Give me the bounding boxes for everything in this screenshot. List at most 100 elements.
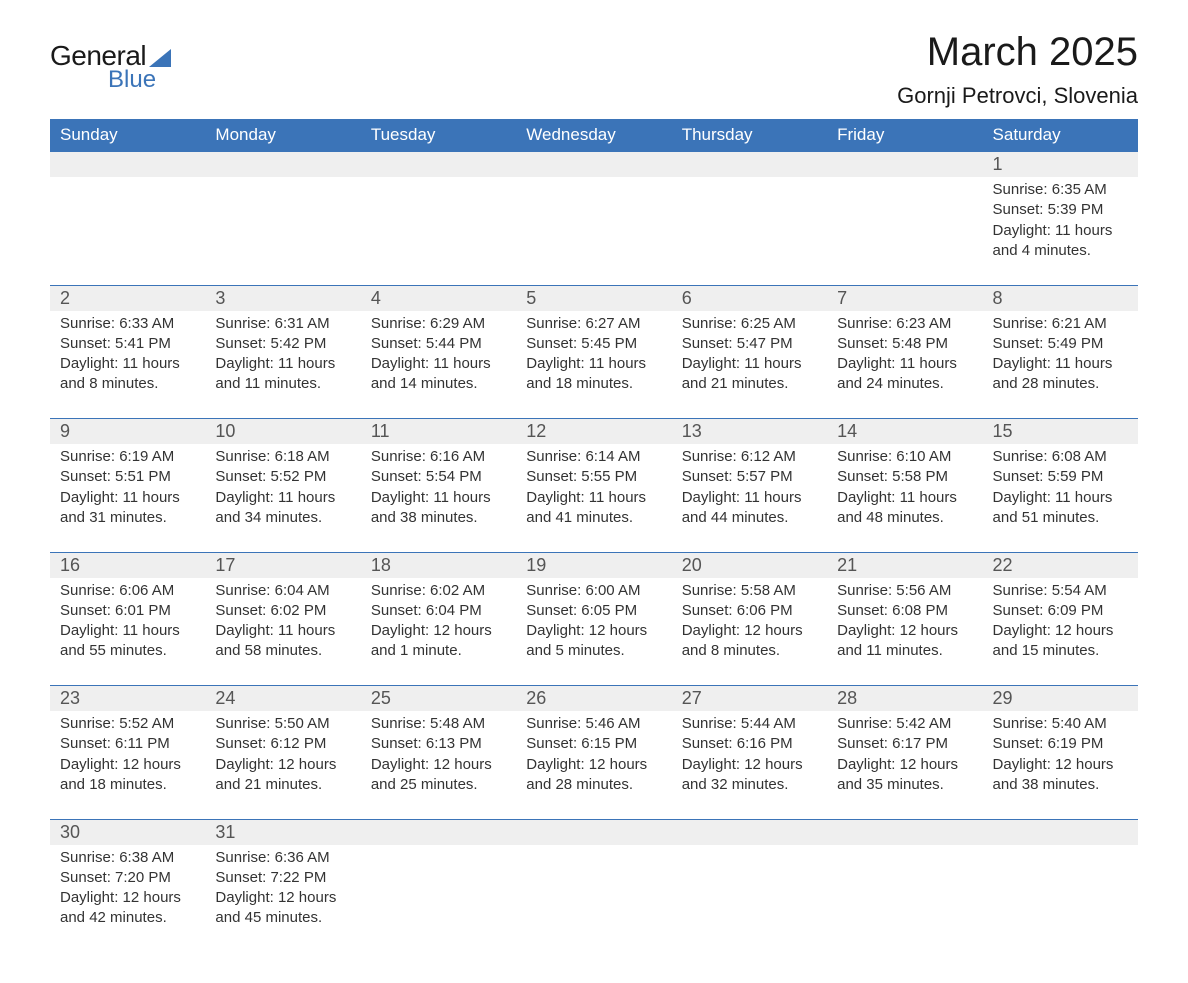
title-location: Gornji Petrovci, Slovenia xyxy=(897,83,1138,109)
day-sr: Sunrise: 5:52 AM xyxy=(60,714,195,734)
day-data: Sunrise: 6:23 AMSunset: 5:48 PMDaylight:… xyxy=(827,311,982,401)
header-row: Sunday Monday Tuesday Wednesday Thursday… xyxy=(50,119,1138,152)
calendar-body: 1Sunrise: 6:35 AMSunset: 5:39 PMDaylight… xyxy=(50,152,1138,953)
day-d1: Daylight: 11 hours xyxy=(526,354,661,374)
day-data: Sunrise: 6:16 AMSunset: 5:54 PMDaylight:… xyxy=(361,444,516,534)
day-d1: Daylight: 12 hours xyxy=(837,755,972,775)
day-ss: Sunset: 5:52 PM xyxy=(215,467,350,487)
daydata-cell xyxy=(361,845,516,953)
day-number: 19 xyxy=(526,555,546,575)
day-number: 20 xyxy=(682,555,702,575)
daynum-cell: 19 xyxy=(516,552,671,578)
daynum-cell xyxy=(983,819,1138,845)
daydata-cell: Sunrise: 6:29 AMSunset: 5:44 PMDaylight:… xyxy=(361,311,516,419)
day-number: 3 xyxy=(215,288,225,308)
daynum-cell: 5 xyxy=(516,285,671,311)
daynum-cell: 31 xyxy=(205,819,360,845)
day-number: 28 xyxy=(837,688,857,708)
day-sr: Sunrise: 5:46 AM xyxy=(526,714,661,734)
daydata-cell: Sunrise: 6:23 AMSunset: 5:48 PMDaylight:… xyxy=(827,311,982,419)
day-sr: Sunrise: 5:54 AM xyxy=(993,581,1128,601)
day-d2: and 4 minutes. xyxy=(993,241,1128,261)
day-d1: Daylight: 11 hours xyxy=(60,354,195,374)
day-sr: Sunrise: 6:29 AM xyxy=(371,314,506,334)
daydata-cell: Sunrise: 5:56 AMSunset: 6:08 PMDaylight:… xyxy=(827,578,982,686)
day-sr: Sunrise: 6:02 AM xyxy=(371,581,506,601)
day-ss: Sunset: 6:05 PM xyxy=(526,601,661,621)
day-sr: Sunrise: 5:48 AM xyxy=(371,714,506,734)
day-ss: Sunset: 5:39 PM xyxy=(993,200,1128,220)
day-d1: Daylight: 11 hours xyxy=(682,354,817,374)
day-data: Sunrise: 6:08 AMSunset: 5:59 PMDaylight:… xyxy=(983,444,1138,534)
day-ss: Sunset: 5:57 PM xyxy=(682,467,817,487)
day-ss: Sunset: 7:22 PM xyxy=(215,868,350,888)
daynum-cell: 16 xyxy=(50,552,205,578)
day-d1: Daylight: 12 hours xyxy=(215,888,350,908)
day-data: Sunrise: 6:25 AMSunset: 5:47 PMDaylight:… xyxy=(672,311,827,401)
day-number: 10 xyxy=(215,421,235,441)
day-d2: and 5 minutes. xyxy=(526,641,661,661)
daynum-cell xyxy=(361,152,516,178)
day-data: Sunrise: 6:00 AMSunset: 6:05 PMDaylight:… xyxy=(516,578,671,668)
daydata-row: Sunrise: 6:38 AMSunset: 7:20 PMDaylight:… xyxy=(50,845,1138,953)
day-number: 16 xyxy=(60,555,80,575)
daydata-cell: Sunrise: 5:50 AMSunset: 6:12 PMDaylight:… xyxy=(205,711,360,819)
daynum-cell xyxy=(516,819,671,845)
daydata-cell: Sunrise: 6:06 AMSunset: 6:01 PMDaylight:… xyxy=(50,578,205,686)
daynum-row: 1 xyxy=(50,152,1138,178)
day-sr: Sunrise: 5:58 AM xyxy=(682,581,817,601)
daydata-cell: Sunrise: 5:40 AMSunset: 6:19 PMDaylight:… xyxy=(983,711,1138,819)
day-number: 1 xyxy=(993,154,1003,174)
daydata-cell xyxy=(827,845,982,953)
day-d2: and 32 minutes. xyxy=(682,775,817,795)
col-tuesday: Tuesday xyxy=(361,119,516,152)
daynum-cell: 4 xyxy=(361,285,516,311)
day-number: 5 xyxy=(526,288,536,308)
day-data: Sunrise: 5:44 AMSunset: 6:16 PMDaylight:… xyxy=(672,711,827,801)
day-sr: Sunrise: 6:23 AM xyxy=(837,314,972,334)
day-data: Sunrise: 5:58 AMSunset: 6:06 PMDaylight:… xyxy=(672,578,827,668)
day-data: Sunrise: 6:18 AMSunset: 5:52 PMDaylight:… xyxy=(205,444,360,534)
day-d2: and 55 minutes. xyxy=(60,641,195,661)
day-d1: Daylight: 12 hours xyxy=(526,755,661,775)
daydata-cell: Sunrise: 5:52 AMSunset: 6:11 PMDaylight:… xyxy=(50,711,205,819)
daynum-cell xyxy=(516,152,671,178)
day-d2: and 28 minutes. xyxy=(526,775,661,795)
daydata-cell xyxy=(516,177,671,285)
daynum-row: 23242526272829 xyxy=(50,686,1138,712)
day-d2: and 45 minutes. xyxy=(215,908,350,928)
day-d1: Daylight: 12 hours xyxy=(215,755,350,775)
day-sr: Sunrise: 6:00 AM xyxy=(526,581,661,601)
day-d1: Daylight: 11 hours xyxy=(60,488,195,508)
day-number: 7 xyxy=(837,288,847,308)
day-data: Sunrise: 6:04 AMSunset: 6:02 PMDaylight:… xyxy=(205,578,360,668)
day-sr: Sunrise: 5:42 AM xyxy=(837,714,972,734)
daydata-cell: Sunrise: 6:12 AMSunset: 5:57 PMDaylight:… xyxy=(672,444,827,552)
daynum-cell: 3 xyxy=(205,285,360,311)
day-sr: Sunrise: 5:44 AM xyxy=(682,714,817,734)
day-d2: and 24 minutes. xyxy=(837,374,972,394)
day-data: Sunrise: 5:40 AMSunset: 6:19 PMDaylight:… xyxy=(983,711,1138,801)
day-d2: and 34 minutes. xyxy=(215,508,350,528)
daynum-cell: 2 xyxy=(50,285,205,311)
day-ss: Sunset: 6:13 PM xyxy=(371,734,506,754)
day-data: Sunrise: 5:54 AMSunset: 6:09 PMDaylight:… xyxy=(983,578,1138,668)
daynum-cell: 8 xyxy=(983,285,1138,311)
day-number: 21 xyxy=(837,555,857,575)
daydata-cell: Sunrise: 5:44 AMSunset: 6:16 PMDaylight:… xyxy=(672,711,827,819)
daydata-cell: Sunrise: 6:02 AMSunset: 6:04 PMDaylight:… xyxy=(361,578,516,686)
daynum-row: 3031 xyxy=(50,819,1138,845)
day-data: Sunrise: 6:12 AMSunset: 5:57 PMDaylight:… xyxy=(672,444,827,534)
day-ss: Sunset: 5:48 PM xyxy=(837,334,972,354)
day-d1: Daylight: 12 hours xyxy=(837,621,972,641)
daydata-cell: Sunrise: 6:00 AMSunset: 6:05 PMDaylight:… xyxy=(516,578,671,686)
day-d2: and 8 minutes. xyxy=(682,641,817,661)
day-sr: Sunrise: 6:19 AM xyxy=(60,447,195,467)
day-d1: Daylight: 12 hours xyxy=(371,621,506,641)
day-d1: Daylight: 12 hours xyxy=(60,888,195,908)
day-d1: Daylight: 11 hours xyxy=(60,621,195,641)
daydata-cell: Sunrise: 6:16 AMSunset: 5:54 PMDaylight:… xyxy=(361,444,516,552)
day-number: 4 xyxy=(371,288,381,308)
day-d2: and 21 minutes. xyxy=(215,775,350,795)
day-data: Sunrise: 5:46 AMSunset: 6:15 PMDaylight:… xyxy=(516,711,671,801)
